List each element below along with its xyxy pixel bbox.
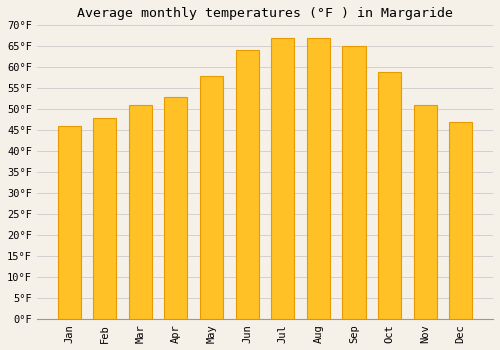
Bar — [271, 38, 294, 320]
Bar — [378, 71, 401, 320]
Bar — [449, 122, 472, 320]
Bar — [236, 50, 258, 320]
Title: Average monthly temperatures (°F ) in Margaride: Average monthly temperatures (°F ) in Ma… — [77, 7, 453, 20]
Bar — [93, 118, 116, 320]
Bar — [58, 126, 80, 320]
Bar — [164, 97, 188, 320]
Bar — [307, 38, 330, 320]
Bar — [342, 46, 365, 320]
Bar — [128, 105, 152, 320]
Bar — [414, 105, 436, 320]
Bar — [200, 76, 223, 320]
